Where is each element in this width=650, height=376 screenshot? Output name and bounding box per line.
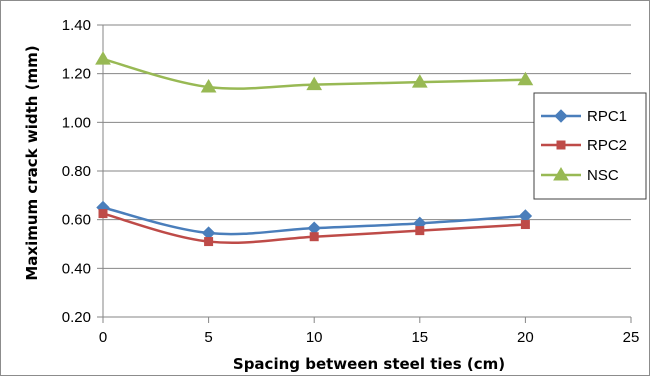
x-tick-label: 20: [517, 329, 534, 346]
axes: [97, 24, 632, 323]
data-point-rpc2: [98, 209, 108, 219]
series-rpc1: [96, 200, 533, 240]
x-tick-label: 15: [411, 329, 428, 346]
data-point-nsc: [411, 74, 428, 88]
x-tick-label: 25: [623, 329, 640, 346]
y-tick-label: 0.60: [62, 212, 91, 229]
y-axis-title: Maximum crack width (mm): [23, 45, 41, 280]
data-point-rpc2: [520, 220, 530, 230]
y-tick-label: 0.80: [62, 163, 91, 180]
series-rpc2: [98, 209, 530, 247]
legend-marker-nsc: [553, 167, 569, 181]
y-tick-label: 1.00: [62, 114, 91, 131]
legend-item-rpc2: RPC2: [541, 137, 627, 154]
data-point-nsc: [306, 76, 323, 91]
legend-label-rpc2: RPC2: [587, 137, 627, 154]
legend-item-rpc1: RPC1: [541, 108, 627, 125]
data-point-nsc: [95, 51, 111, 65]
x-tick-label: 10: [306, 329, 323, 346]
data-point-nsc: [200, 79, 217, 93]
y-tick-label: 0.20: [62, 309, 91, 326]
data-point-nsc: [517, 71, 534, 86]
y-tick-label: 0.40: [62, 260, 91, 277]
tick-labels: 0.20 0.40 0.60 0.80 1.00 1.20 1.40 0 5 10 15 20 25: [62, 17, 640, 346]
gridlines: [103, 24, 631, 269]
legend: RPC1 RPC2 NSC: [533, 92, 647, 200]
series-nsc: [95, 51, 534, 93]
x-axis-title: Spacing between steel ties (cm): [233, 355, 505, 373]
data-point-rpc2: [204, 237, 214, 247]
x-tick-label: 0: [99, 329, 107, 346]
y-tick-label: 1.20: [62, 66, 91, 83]
legend-label-rpc1: RPC1: [587, 108, 627, 125]
legend-marker-rpc2: [556, 140, 566, 150]
legend-marker-rpc1: [554, 109, 568, 123]
legend-label-nsc: NSC: [587, 167, 619, 184]
y-tick-label: 1.40: [62, 17, 91, 34]
legend-item-nsc: NSC: [541, 167, 619, 184]
data-point-rpc2: [415, 226, 425, 236]
x-tick-label: 5: [204, 329, 212, 346]
series-layer: [95, 51, 534, 247]
data-point-rpc2: [309, 232, 319, 242]
